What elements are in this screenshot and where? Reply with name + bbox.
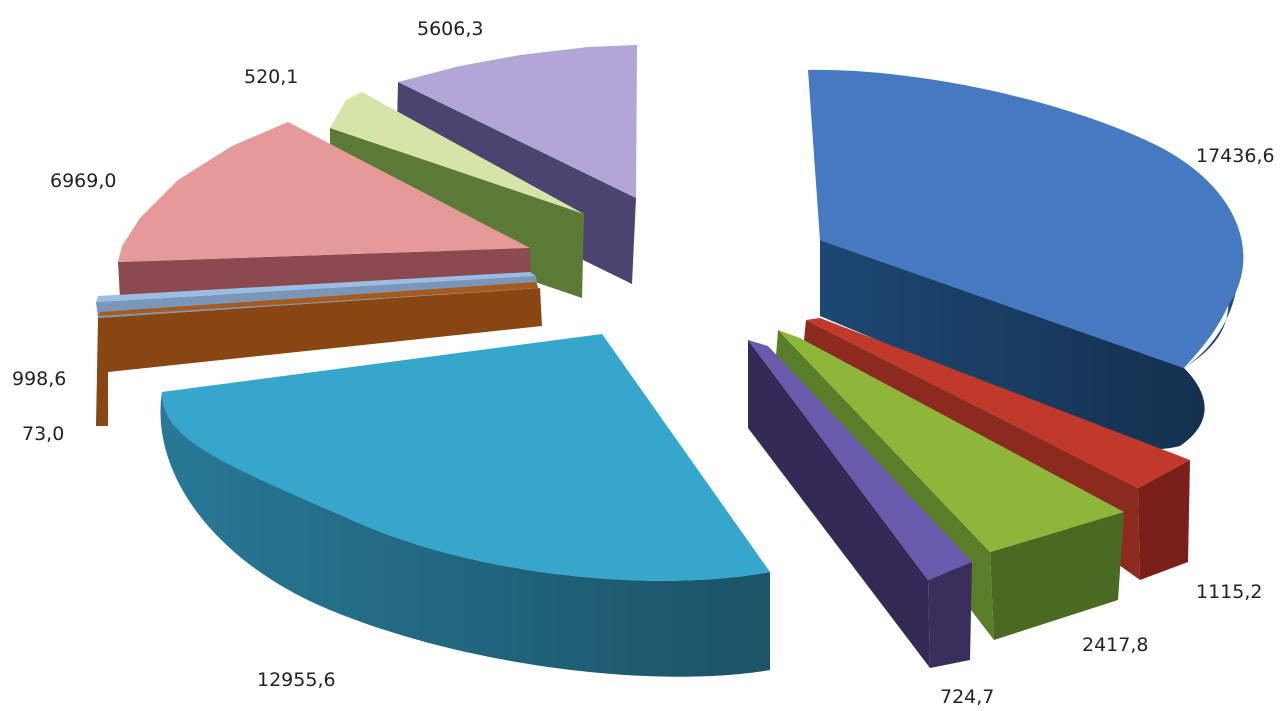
pie-slice-73-0-top — [98, 282, 538, 316]
data-label-1115-2: 1115,2 — [1196, 581, 1263, 603]
pie-slice-17436-6-rim — [820, 240, 1205, 450]
pie-slice-1115-2-side — [1138, 460, 1190, 580]
pie-slice-1115-2-top — [806, 318, 1190, 488]
data-label-12955-6: 12955,6 — [257, 669, 336, 691]
pie-slice-520-1-top — [330, 92, 584, 214]
pie-slice-73-0-side — [96, 288, 542, 426]
data-label-17436-6: 17436,6 — [1196, 145, 1275, 167]
pie-slice-12955-6-top — [161, 334, 771, 581]
pie-slice-724-7-side — [928, 562, 972, 668]
pie-slice-12955-6 — [160, 334, 771, 677]
pie-slice-2417-8-top — [778, 330, 1124, 552]
data-label-998-6: 998,6 — [12, 368, 67, 390]
pie-slice-17436-6-top — [808, 69, 1244, 368]
pie-slice-73-0 — [96, 282, 542, 426]
data-label-5606-3: 5606,3 — [417, 18, 484, 40]
pie-slice-5606-3-top — [398, 45, 637, 198]
data-label-520-1: 520,1 — [244, 66, 299, 88]
pie-slice-12955-6-rim — [160, 392, 770, 677]
pie-slice-6969-0-top — [118, 122, 530, 262]
data-label-73-0: 73,0 — [22, 423, 65, 445]
pie-slice-724-7 — [748, 340, 972, 668]
pie-slice-724-7-front — [748, 340, 930, 668]
pie-slice-724-7-top — [748, 340, 972, 580]
data-label-2417-8: 2417,8 — [1082, 634, 1149, 656]
pie-slice-998-6-top — [96, 272, 536, 302]
pie-slice-17436-6 — [808, 69, 1244, 450]
pie-slice-2417-8-side — [990, 512, 1124, 640]
data-label-6969-0: 6969,0 — [50, 170, 117, 192]
data-label-724-7: 724,7 — [940, 686, 995, 708]
